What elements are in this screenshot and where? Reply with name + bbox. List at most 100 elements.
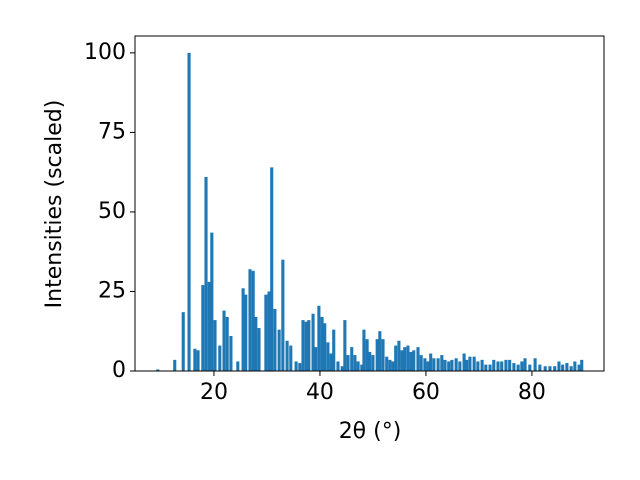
- bar: [375, 339, 379, 371]
- bar: [213, 320, 217, 371]
- y-tick-label: 75: [98, 119, 126, 144]
- bar: [270, 167, 274, 371]
- bar: [346, 355, 350, 371]
- bar: [294, 361, 298, 371]
- bar: [329, 353, 333, 371]
- x-tick-label: 60: [412, 380, 440, 405]
- bar: [244, 294, 248, 371]
- bar: [304, 321, 308, 371]
- bar: [267, 291, 271, 371]
- bar: [277, 329, 281, 371]
- bar: [362, 329, 366, 371]
- bar: [210, 232, 214, 371]
- bar: [496, 361, 500, 371]
- bar: [504, 359, 508, 371]
- bar: [429, 353, 433, 371]
- y-tick-label: 100: [84, 40, 126, 65]
- bar: [508, 359, 512, 371]
- bar: [416, 347, 420, 371]
- bar: [340, 366, 344, 371]
- bar: [557, 361, 561, 371]
- bar: [201, 285, 205, 371]
- bar: [480, 359, 484, 371]
- bar: [225, 316, 229, 371]
- bar: [412, 350, 416, 371]
- bar: [289, 345, 293, 371]
- bar: [343, 320, 347, 371]
- bar: [264, 294, 268, 371]
- bar: [311, 313, 315, 371]
- bar: [447, 361, 451, 371]
- bar: [458, 361, 462, 371]
- x-tick-label: 40: [306, 380, 334, 405]
- bar: [254, 316, 258, 371]
- bar: [365, 339, 369, 371]
- bar: [181, 312, 185, 371]
- bar: [336, 361, 340, 371]
- bar: [218, 345, 222, 371]
- bar: [301, 320, 305, 371]
- bar: [561, 364, 565, 371]
- bar: [423, 358, 427, 371]
- bar: [533, 358, 537, 371]
- bar: [432, 358, 436, 371]
- bar: [468, 356, 472, 371]
- bar: [156, 369, 160, 371]
- bar: [356, 361, 360, 371]
- bar: [173, 359, 177, 371]
- bar: [520, 361, 524, 371]
- bar: [229, 336, 233, 371]
- bar: [241, 288, 245, 371]
- bar: [368, 351, 372, 371]
- bar: [281, 259, 285, 371]
- bar: [406, 345, 410, 371]
- bar: [394, 345, 398, 371]
- x-tick-label: 20: [200, 380, 228, 405]
- bar: [516, 364, 520, 371]
- bar: [193, 348, 197, 371]
- bar: [397, 340, 401, 371]
- bar: [484, 364, 488, 371]
- bar: [476, 361, 480, 371]
- bar: [350, 347, 354, 371]
- bar: [443, 359, 447, 371]
- bar: [371, 355, 375, 371]
- y-tick-label: 50: [98, 199, 126, 224]
- bar: [385, 356, 389, 371]
- bar: [565, 363, 569, 371]
- bar: [440, 355, 444, 371]
- bar: [512, 363, 516, 371]
- y-tick-label: 25: [98, 278, 126, 303]
- bar: [472, 356, 476, 371]
- bar: [248, 269, 252, 371]
- bar: [488, 364, 492, 371]
- bar: [332, 329, 336, 371]
- x-tick-label: 80: [518, 380, 546, 405]
- bar: [577, 364, 581, 371]
- bar: [462, 353, 466, 371]
- bar: [320, 316, 324, 371]
- bar: [500, 361, 504, 371]
- bar: [391, 361, 395, 371]
- bar: [196, 350, 200, 371]
- bar: [543, 366, 547, 371]
- bar: [403, 347, 407, 371]
- bar: [465, 359, 469, 371]
- bar: [360, 364, 364, 371]
- bar: [528, 364, 532, 371]
- bar: [436, 358, 440, 371]
- bar: [207, 281, 211, 371]
- bar: [381, 339, 385, 371]
- y-tick-label: 0: [112, 358, 126, 383]
- plot-frame: [134, 35, 605, 372]
- bar: [548, 366, 552, 371]
- bar: [419, 355, 423, 371]
- bar: [492, 359, 496, 371]
- bar: [326, 342, 330, 371]
- bar: [187, 52, 191, 371]
- bar: [523, 358, 527, 371]
- bar: [409, 351, 413, 371]
- bar: [573, 361, 577, 371]
- bar: [257, 328, 261, 371]
